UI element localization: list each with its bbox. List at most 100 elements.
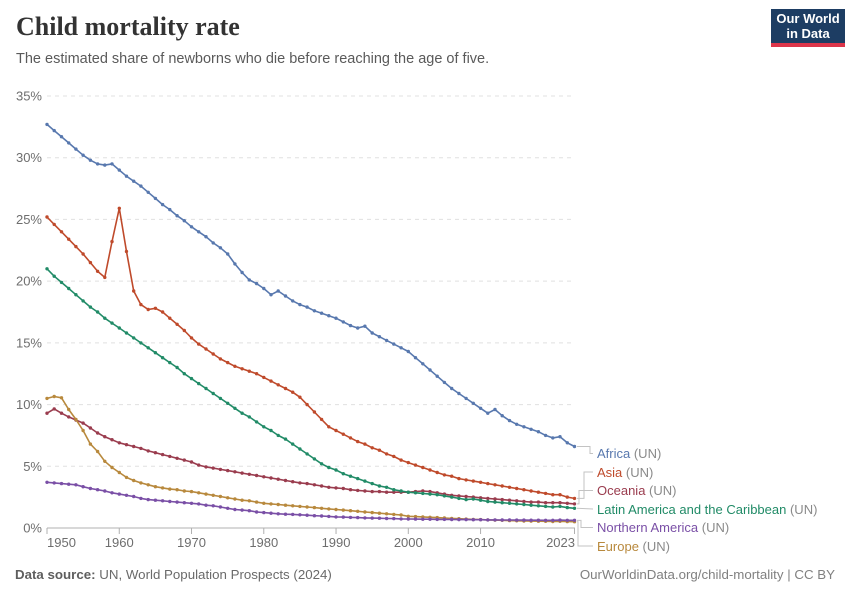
series-point-africa-1965 <box>153 196 158 201</box>
series-point-oceania-2013 <box>500 497 504 502</box>
series-point-northern-america-2013 <box>500 518 504 522</box>
series-point-latin-america-and-the-caribbean-2016 <box>522 502 526 507</box>
series-point-africa-1992 <box>348 323 353 328</box>
series-point-northern-america-1962 <box>132 494 136 499</box>
legend-leader-asia <box>577 471 593 499</box>
series-point-asia-1956 <box>88 260 93 265</box>
series-point-northern-america-2016 <box>522 518 526 522</box>
series-point-northern-america-1991 <box>341 515 345 519</box>
y-tick-label-0: 0% <box>23 521 42 536</box>
series-point-africa-1952 <box>59 135 64 139</box>
series-point-europe-1962 <box>132 478 136 483</box>
series-point-northern-america-1996 <box>377 516 382 520</box>
series-point-europe-1991 <box>341 508 345 512</box>
x-tick-label-2010: 2010 <box>466 535 495 550</box>
series-point-asia-1977 <box>240 367 244 371</box>
data-source-value[interactable]: UN, World Population Prospects (2024) <box>99 567 332 582</box>
series-point-africa-2008 <box>464 396 468 401</box>
series-point-africa-2016 <box>522 425 526 429</box>
legend-label-africa: Africa <box>597 446 631 461</box>
series-point-oceania-1994 <box>363 489 367 493</box>
series-point-oceania-1988 <box>319 484 324 488</box>
owid-logo[interactable]: Our World in Data <box>771 9 845 47</box>
series-point-europe-1957 <box>95 449 100 454</box>
series-point-africa-1959 <box>110 162 114 166</box>
series-point-latin-america-and-the-caribbean-2015 <box>515 502 519 506</box>
series-point-latin-america-and-the-caribbean-1997 <box>384 485 389 489</box>
data-source: Data source: UN, World Population Prospe… <box>15 567 332 582</box>
y-tick-label-30: 30% <box>16 150 42 165</box>
series-point-latin-america-and-the-caribbean-1976 <box>233 406 237 410</box>
series-point-northern-america-1955 <box>81 485 85 489</box>
series-point-asia-2013 <box>500 484 504 488</box>
series-point-asia-1955 <box>81 252 85 256</box>
series-point-asia-2015 <box>515 486 519 491</box>
series-point-northern-america-1960 <box>117 492 122 496</box>
series-point-asia-2021 <box>558 493 562 497</box>
series-point-africa-1958 <box>103 163 107 167</box>
series-point-africa-2011 <box>486 411 490 415</box>
series-point-oceania-1976 <box>233 470 237 474</box>
series-point-northern-america-1958 <box>103 489 107 493</box>
series-point-oceania-1966 <box>160 452 165 457</box>
series-point-asia-1983 <box>283 386 288 391</box>
series-point-africa-1967 <box>168 207 172 212</box>
series-point-europe-1963 <box>139 481 143 485</box>
series-point-europe-1968 <box>175 488 179 492</box>
series-point-africa-2007 <box>457 391 461 396</box>
series-point-northern-america-1952 <box>59 481 64 486</box>
series-point-oceania-1986 <box>305 481 309 486</box>
series-point-northern-america-1978 <box>247 509 251 513</box>
series-point-africa-2017 <box>529 427 533 431</box>
series-point-northern-america-1957 <box>95 488 100 492</box>
series-point-latin-america-and-the-caribbean-2012 <box>493 500 497 504</box>
series-point-latin-america-and-the-caribbean-1989 <box>327 465 331 470</box>
series-point-northern-america-1990 <box>334 515 338 519</box>
series-point-africa-1990 <box>334 316 338 320</box>
series-point-oceania-1997 <box>384 490 389 494</box>
series-point-asia-2007 <box>457 476 461 481</box>
series-point-asia-1997 <box>384 452 389 456</box>
series-point-oceania-1967 <box>168 454 172 459</box>
series-point-africa-1960 <box>117 168 122 172</box>
legend-item-latin-america-and-the-caribbean[interactable]: Latin America and the Caribbean (UN) <box>597 502 817 517</box>
series-line-latin-america-and-the-caribbean[interactable] <box>46 268 575 510</box>
series-point-asia-1984 <box>291 390 295 394</box>
series-point-oceania-1982 <box>276 477 280 481</box>
series-point-latin-america-and-the-caribbean-2011 <box>486 499 490 504</box>
series-point-northern-america-2018 <box>536 518 541 522</box>
series-line-africa[interactable] <box>46 123 575 448</box>
series-point-europe-1955 <box>81 428 85 433</box>
series-point-latin-america-and-the-caribbean-1994 <box>363 479 367 483</box>
series-point-latin-america-and-the-caribbean-1969 <box>182 372 186 376</box>
series-point-europe-1985 <box>298 504 302 509</box>
series-point-oceania-1964 <box>146 449 150 453</box>
series-point-asia-1951 <box>52 222 56 227</box>
legend-qualifier-africa: (UN) <box>630 446 662 461</box>
series-point-europe-1951 <box>52 394 56 399</box>
series-point-africa-1979 <box>254 281 259 286</box>
series-point-northern-america-1968 <box>175 500 179 504</box>
legend-item-oceania[interactable]: Oceania (UN) <box>597 483 676 498</box>
series-point-northern-america-1985 <box>298 513 302 517</box>
series-point-oceania-1995 <box>370 489 374 494</box>
owid-logo-line2: in Data <box>786 26 830 41</box>
series-point-northern-america-2022 <box>565 518 569 522</box>
series-point-asia-1994 <box>363 442 367 446</box>
legend-item-asia[interactable]: Asia (UN) <box>597 465 653 480</box>
legend-label-latin-america-and-the-caribbean: Latin America and the Caribbean <box>597 501 787 517</box>
legend-item-northern-america[interactable]: Northern America (UN) <box>597 520 729 535</box>
legend-item-africa[interactable]: Africa (UN) <box>597 446 661 461</box>
series-point-asia-1959 <box>110 239 114 244</box>
series-point-northern-america-2011 <box>486 518 490 522</box>
series-point-oceania-1971 <box>197 463 201 467</box>
series-point-northern-america-1950 <box>45 480 49 484</box>
series-point-europe-1953 <box>67 407 71 412</box>
footer-link[interactable]: OurWorldinData.org/child-mortality | CC … <box>579 567 835 582</box>
series-point-latin-america-and-the-caribbean-1962 <box>132 336 136 340</box>
series-point-oceania-1996 <box>377 489 382 494</box>
legend-item-europe[interactable]: Europe (UN) <box>597 539 670 554</box>
series-point-asia-1989 <box>327 425 331 429</box>
series-point-africa-1975 <box>226 252 230 256</box>
series-point-oceania-1960 <box>117 441 122 445</box>
